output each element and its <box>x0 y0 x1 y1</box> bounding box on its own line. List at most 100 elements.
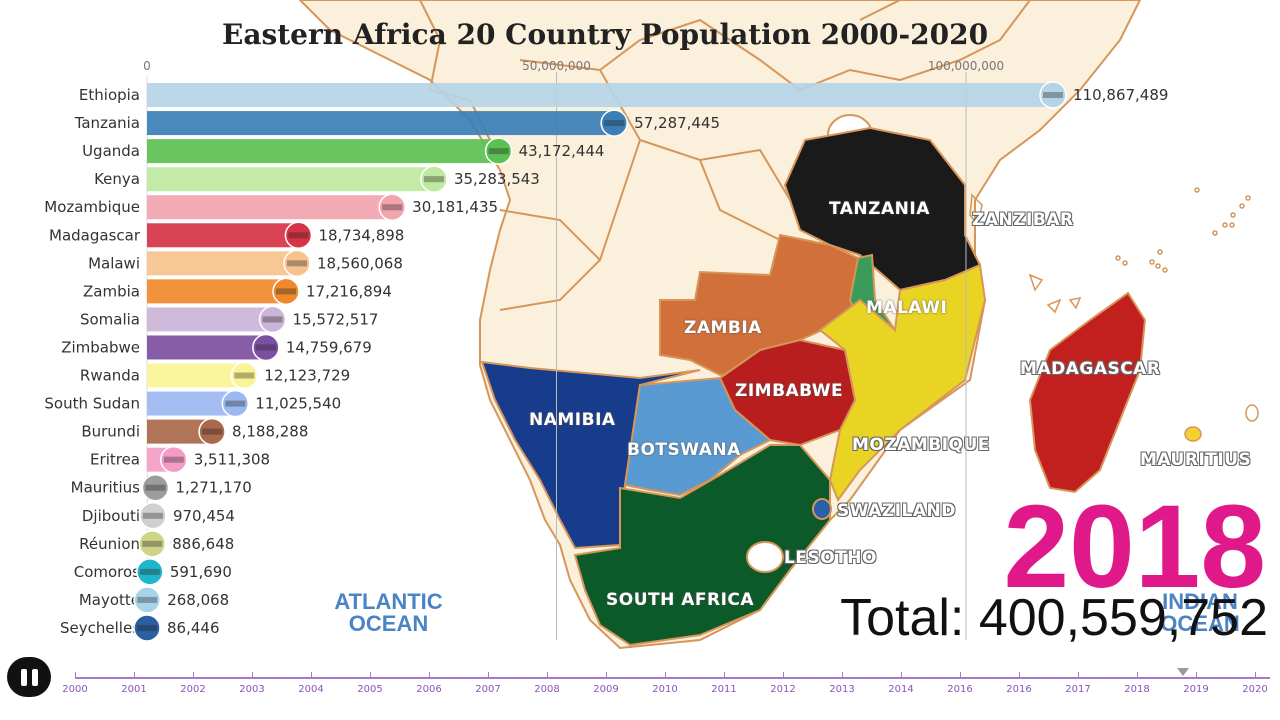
flag-icon <box>133 586 161 614</box>
category-label: Zambia <box>83 282 140 300</box>
indian-ocean-label: INDIAN OCEAN <box>1160 589 1240 636</box>
bar-mozambique <box>147 195 395 220</box>
category-label: Mozambique <box>44 198 140 216</box>
bar-zambia <box>147 279 289 304</box>
flag-icon <box>284 221 313 250</box>
category-label: South Sudan <box>44 395 140 413</box>
flag-icon <box>230 361 259 390</box>
timeline-year-label[interactable]: 2004 <box>298 684 324 695</box>
timeline-year-label[interactable]: 2002 <box>180 684 206 695</box>
value-label: 30,181,435 <box>412 198 498 216</box>
bar-malawi <box>147 251 300 276</box>
value-label: 591,690 <box>170 563 232 581</box>
lesotho-region <box>746 541 784 573</box>
timeline-year-label[interactable]: 2013 <box>829 684 855 695</box>
category-label: Zimbabwe <box>61 338 140 356</box>
value-label: 3,511,308 <box>194 451 270 469</box>
total-population: Total: 400,559,752 <box>840 589 1268 647</box>
timeline-year-label[interactable]: 2011 <box>711 684 737 695</box>
timeline-tick <box>1137 672 1138 678</box>
timeline-year-label[interactable]: 2001 <box>121 684 147 695</box>
madagascar-region <box>1028 291 1147 494</box>
category-label: Seychelles <box>60 619 140 637</box>
value-label: 14,759,679 <box>286 338 372 356</box>
timeline-track[interactable] <box>75 677 1270 679</box>
timeline-year-label[interactable]: 2014 <box>888 684 914 695</box>
timeline-year-label[interactable]: 2010 <box>652 684 678 695</box>
timeline-tick <box>547 672 548 678</box>
seychelles-islands <box>1028 187 1251 314</box>
timeline-year-label[interactable]: 2000 <box>62 684 88 695</box>
value-label: 35,283,543 <box>454 170 540 188</box>
timeline-tick <box>724 672 725 678</box>
bar-chart: 0 50,000,000 100,000,000 Ethiopia 110,867,48… <box>44 59 1169 642</box>
timeline-tick <box>252 672 253 678</box>
bar-zimbabwe <box>147 335 268 360</box>
pause-button[interactable] <box>7 657 51 697</box>
category-label: Somalia <box>80 310 140 328</box>
flag-icon <box>139 502 167 530</box>
value-label: 17,216,894 <box>306 282 392 300</box>
timeline-tick <box>1255 672 1256 678</box>
timeline-year-label[interactable]: 2005 <box>357 684 383 695</box>
reunion-island <box>1245 404 1259 422</box>
value-label: 18,734,898 <box>318 226 404 244</box>
value-label: 268,068 <box>167 591 229 609</box>
swaziland-region <box>812 498 832 520</box>
map-label-swaziland: SWAZILAND <box>837 501 956 521</box>
category-label: Eritrea <box>90 451 140 469</box>
timeline-tick <box>429 672 430 678</box>
timeline-year-label[interactable]: 2016 <box>947 684 973 695</box>
value-label: 970,454 <box>173 507 235 525</box>
timeline-tick <box>606 672 607 678</box>
flag-icon <box>272 277 300 306</box>
timeline-year-label[interactable]: 2003 <box>239 684 265 695</box>
current-year: 2018 <box>1003 481 1266 613</box>
timeline-year-label[interactable]: 2020 <box>1242 684 1268 695</box>
southern-africa-map <box>298 0 1259 650</box>
timeline-year-label[interactable]: 2019 <box>1183 684 1209 695</box>
timeline-year-label[interactable]: 2016 <box>1006 684 1032 695</box>
x-tick-label: 0 <box>143 59 151 73</box>
category-label: Kenya <box>94 170 140 188</box>
map-label-botswana: BOTSWANA <box>627 440 741 460</box>
timeline-year-label[interactable]: 2007 <box>475 684 501 695</box>
timeline-playhead[interactable] <box>1177 668 1189 676</box>
category-label: Comoros <box>74 563 140 581</box>
timeline-year-label[interactable]: 2018 <box>1124 684 1150 695</box>
bar-kenya <box>147 167 436 192</box>
flag-icon <box>252 333 280 362</box>
map-label-lesotho: LESOTHO <box>784 548 877 568</box>
timeline-year-label[interactable]: 2012 <box>770 684 796 695</box>
timeline-year-label[interactable]: 2008 <box>534 684 560 695</box>
value-label: 18,560,068 <box>317 254 403 272</box>
bar-madagascar <box>147 223 301 248</box>
timeline-tick <box>901 672 902 678</box>
category-label: Uganda <box>82 142 140 160</box>
timeline-tick <box>193 672 194 678</box>
timeline-tick <box>665 672 666 678</box>
timeline-year-label[interactable]: 2017 <box>1065 684 1091 695</box>
map-label-malawi: MALAWI <box>866 298 948 318</box>
bar-tanzania <box>147 111 617 136</box>
value-label: 57,287,445 <box>634 114 720 132</box>
timeline-year-label[interactable]: 2006 <box>416 684 442 695</box>
category-label: Tanzania <box>74 114 140 132</box>
atlantic-ocean-label: ATLANTIC OCEAN <box>334 589 443 636</box>
timeline-tick <box>75 672 76 678</box>
timeline-tick <box>1078 672 1079 678</box>
flag-icon <box>283 249 311 278</box>
bar-ethiopia <box>147 83 1055 108</box>
timeline-year-label[interactable]: 2009 <box>593 684 619 695</box>
map-label-mauritius: MAURITIUS <box>1140 450 1252 470</box>
timeline-tick <box>1019 672 1020 678</box>
flag-icon <box>600 109 628 137</box>
flag-icon <box>133 614 161 642</box>
category-label: Réunion <box>79 535 140 553</box>
bar-rwanda <box>147 363 247 388</box>
category-label: Burundi <box>81 423 140 441</box>
flag-icon <box>138 530 167 558</box>
x-tick-label: 100,000,000 <box>928 59 1004 73</box>
flag-icon <box>420 165 448 193</box>
timeline-tick <box>783 672 784 678</box>
